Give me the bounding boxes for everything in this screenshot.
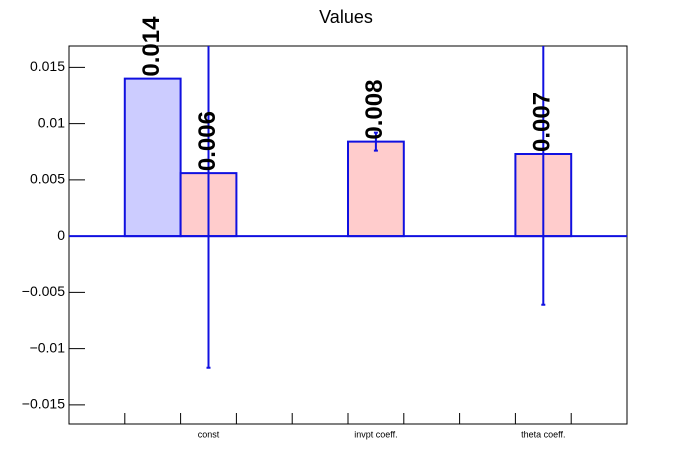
y-tick-label: −0.01	[30, 339, 66, 355]
chart-title: Values	[319, 7, 373, 27]
y-tick-label: 0	[57, 227, 65, 243]
value-label: 0.008	[361, 80, 388, 140]
bar	[347, 140, 405, 238]
y-tick-label: −0.015	[22, 396, 65, 412]
x-tick-label: const	[198, 429, 220, 439]
y-tick-label: 0.01	[38, 114, 65, 130]
value-label: 0.014	[138, 16, 165, 77]
y-tick-label: 0.005	[30, 171, 65, 187]
y-tick-label: 0.015	[30, 58, 65, 74]
value-label: 0.007	[529, 92, 556, 152]
plot-area	[123, 46, 573, 369]
value-label: 0.006	[194, 111, 221, 171]
y-tick-label: −0.005	[22, 283, 65, 299]
x-tick-label: invpt coeff.	[354, 429, 397, 439]
x-tick-label: theta coeff.	[521, 429, 565, 439]
bar	[123, 77, 182, 238]
